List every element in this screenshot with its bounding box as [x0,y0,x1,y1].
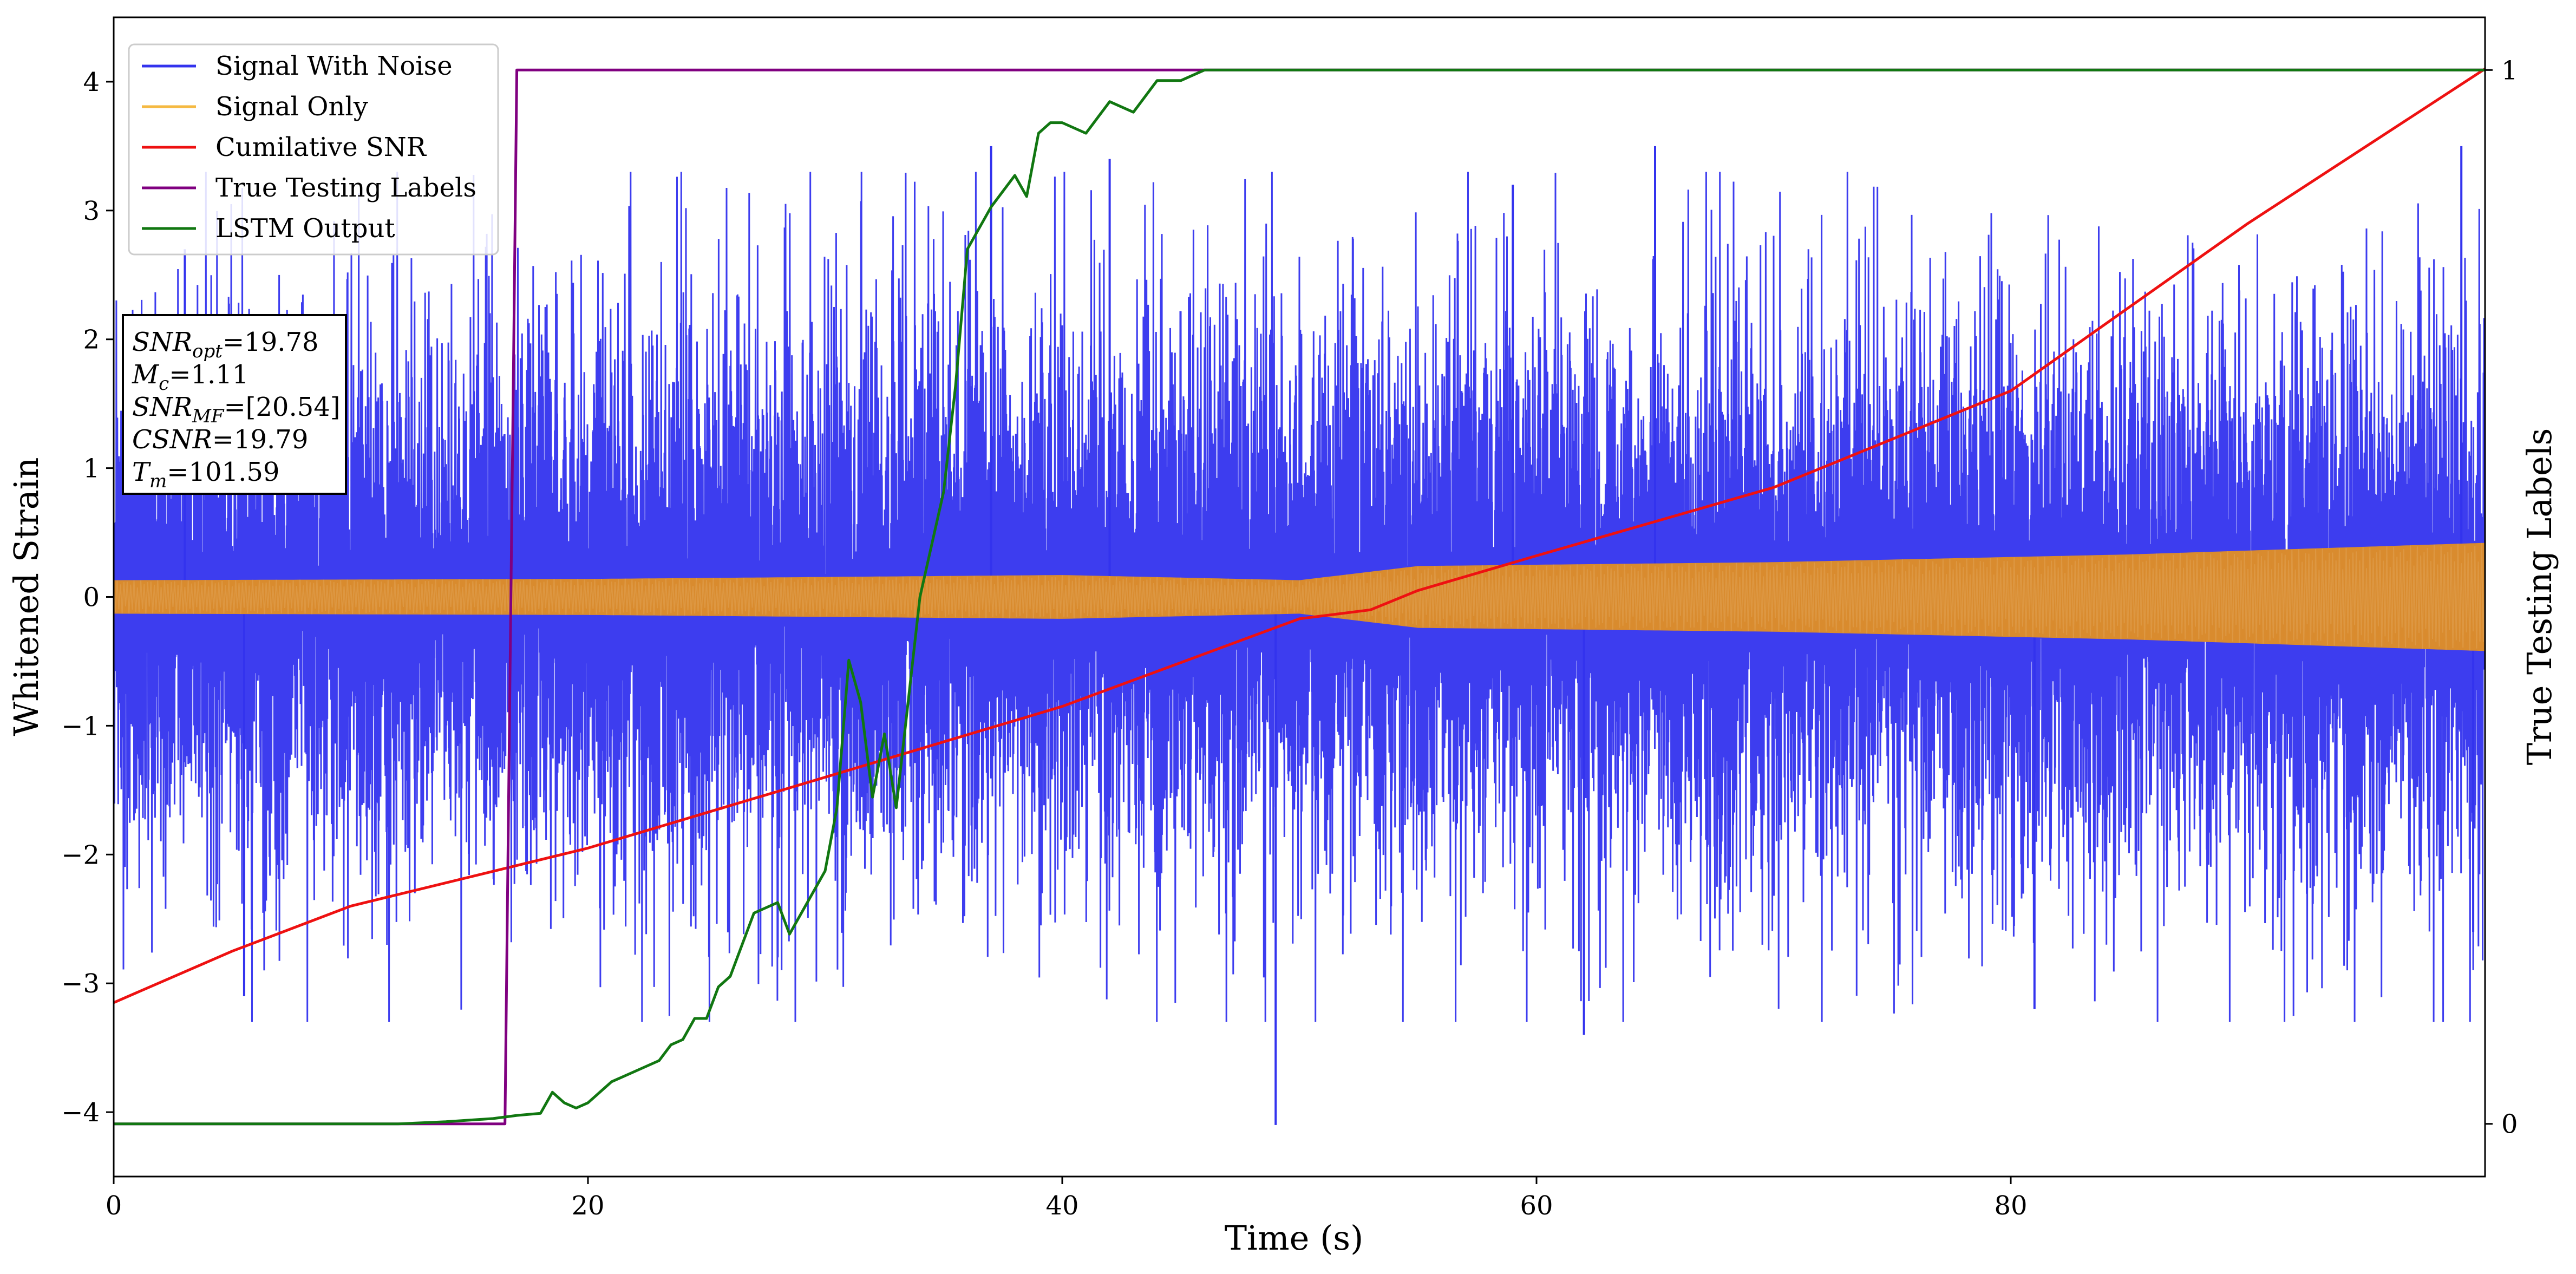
legend: Signal With Noise Signal Only Cumilative S… [128,43,499,256]
stat-value: =19.79 [212,424,309,455]
legend-label: Signal With Noise [215,51,453,81]
stat-value: =[20.54] [224,392,340,422]
y-tick-label: −3 [61,969,100,999]
x-axis-title: Time (s) [1225,1218,1364,1258]
stat-subscript: MF [192,406,225,427]
legend-label: Signal Only [215,92,368,122]
y-axis-title: Whitened Strain [6,458,46,736]
stat-subscript: c [159,373,169,395]
stat-label: M [132,360,160,390]
x-tick-label: 60 [1520,1191,1553,1221]
stat-value: =101.59 [167,457,279,487]
x-tick-label: 80 [1994,1191,2027,1221]
y-right-tick-label: 1 [2501,55,2518,86]
legend-box [128,43,499,256]
stat-line: Tm=101.59 [132,457,279,492]
stat-label: SNR [132,327,192,357]
x-tick-label: 40 [1045,1191,1078,1221]
x-tick-label: 20 [571,1191,604,1221]
y-tick-label: 0 [83,583,100,613]
stat-label: CSNR [132,424,212,455]
stat-label: SNR [132,392,192,422]
stat-label: T [132,457,151,487]
stat-subscript: m [149,471,167,492]
x-tick-label: 0 [106,1191,122,1221]
stats-box-frame [122,314,347,495]
legend-label: True Testing Labels [215,173,476,203]
y-tick-label: −4 [61,1097,100,1128]
y-axis-right-title: True Testing Labels [2520,428,2559,766]
y-tick-label: 1 [83,454,100,484]
stat-subscript: opt [192,341,223,362]
plot-area [114,68,2485,1126]
stat-line: SNRopt=19.78 [132,327,319,362]
series-cumilative-snr [114,68,2485,1004]
y-tick-label: 3 [83,196,100,226]
y-tick-label: 4 [83,67,100,97]
stat-line: Mc=1.11 [132,360,249,395]
stat-line: CSNR=19.79 [132,424,308,455]
legend-label: Cumilative SNR [215,132,427,162]
stat-line: SNRMF=[20.54] [132,392,341,427]
stats-box: SNRopt=19.78Mc=1.11SNRMF=[20.54]CSNR=19.… [122,314,347,495]
y-tick-label: −1 [61,711,100,741]
legend-label: LSTM Output [215,213,395,244]
stat-value: =19.78 [223,327,319,357]
series-signal-with-noise [114,172,2485,1022]
y-tick-label: −2 [61,840,100,870]
y-tick-label: 2 [83,325,100,355]
signal-only-oscillation [114,543,2485,651]
stat-value: =1.11 [169,360,249,390]
y-right-tick-label: 0 [2501,1109,2518,1140]
series-lstm-output [114,68,2485,1126]
